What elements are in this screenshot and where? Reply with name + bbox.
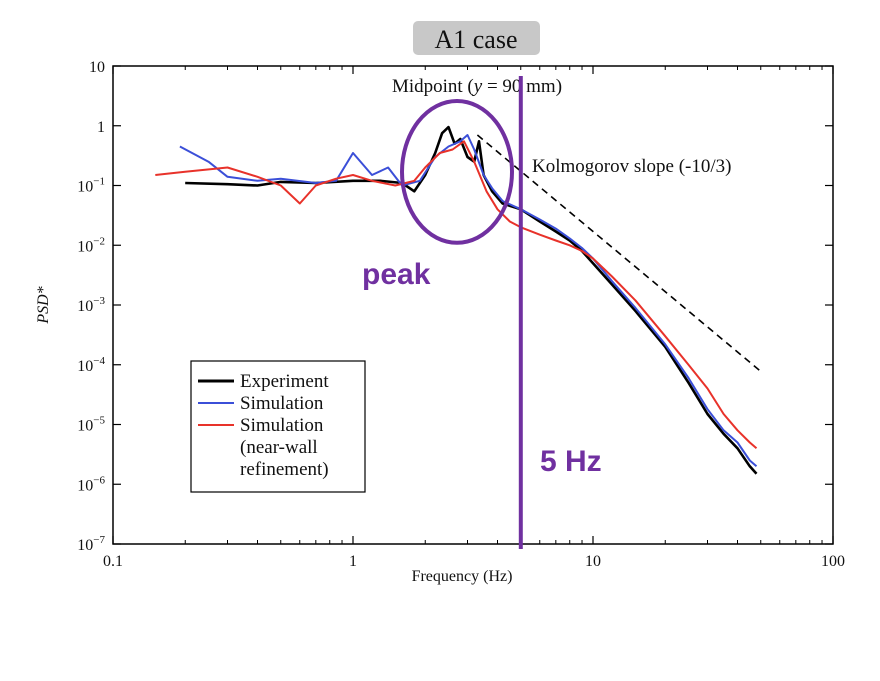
y-tick-base: 10: [77, 179, 93, 196]
y-tick-base: 10: [77, 418, 93, 435]
legend-label-refinement: refinement): [240, 459, 329, 480]
legend-box: [190, 360, 366, 493]
y-tick-exponent: −3: [93, 295, 105, 307]
legend-label-simulation: Simulation: [240, 393, 324, 414]
x-tick-label: 100: [821, 553, 845, 570]
legend: Experiment Simulation Simulation (near-w…: [190, 360, 366, 493]
y-tick-exponent: −5: [93, 415, 105, 427]
x-axis-ticks: 0.1 1 10 100: [103, 66, 845, 570]
chart-title: Midpoint (y = 90 mm): [392, 76, 562, 97]
series-layer: [155, 125, 762, 475]
y-tick-label: 10−6: [77, 474, 105, 494]
y-tick-label: 10−7: [77, 534, 105, 554]
legend-label-experiment: Experiment: [240, 371, 329, 392]
y-tick-label: 1: [97, 119, 105, 136]
case-label: A1 case: [434, 25, 517, 54]
y-tick-label: 10−4: [77, 355, 105, 375]
series-line-2: [155, 140, 758, 450]
y-tick-base: 10: [77, 477, 93, 494]
y-tick-exponent: −7: [93, 534, 105, 546]
y-tick-base: 10: [77, 298, 93, 315]
kolmogorov-annotation: Kolmogorov slope (-10/3): [532, 156, 731, 177]
peak-circle: [400, 98, 514, 245]
x-tick-label: 0.1: [103, 553, 123, 570]
x-tick-label: 1: [349, 553, 357, 570]
series-line-3: [476, 134, 762, 373]
y-tick-exponent: −2: [93, 235, 105, 247]
legend-label-near-wall: (near-wall: [240, 437, 318, 458]
y-tick-exponent: −6: [93, 474, 105, 486]
y-tick-base: 1: [97, 119, 105, 136]
y-tick-base: 10: [77, 238, 93, 255]
y-axis-label: PSD*: [35, 286, 52, 324]
case-label-badge: [413, 21, 540, 55]
y-tick-label: 10: [89, 59, 105, 76]
y-tick-base: 10: [77, 537, 93, 554]
y-tick-base: 10: [89, 59, 105, 76]
y-tick-exponent: −1: [93, 176, 105, 188]
y-tick-label: 10−5: [77, 415, 105, 435]
legend-label-simulation-refined: Simulation: [240, 415, 324, 436]
five-hz-annotation: 5 Hz: [540, 445, 602, 478]
x-tick-label: 10: [585, 553, 601, 570]
x-axis-label: Frequency (Hz): [412, 568, 513, 585]
peak-annotation: peak: [362, 258, 431, 291]
y-tick-exponent: −4: [93, 355, 105, 367]
y-tick-label: 10−2: [77, 235, 105, 255]
y-tick-base: 10: [77, 358, 93, 375]
y-tick-label: 10−1: [77, 176, 105, 196]
y-tick-label: 10−3: [77, 295, 105, 315]
